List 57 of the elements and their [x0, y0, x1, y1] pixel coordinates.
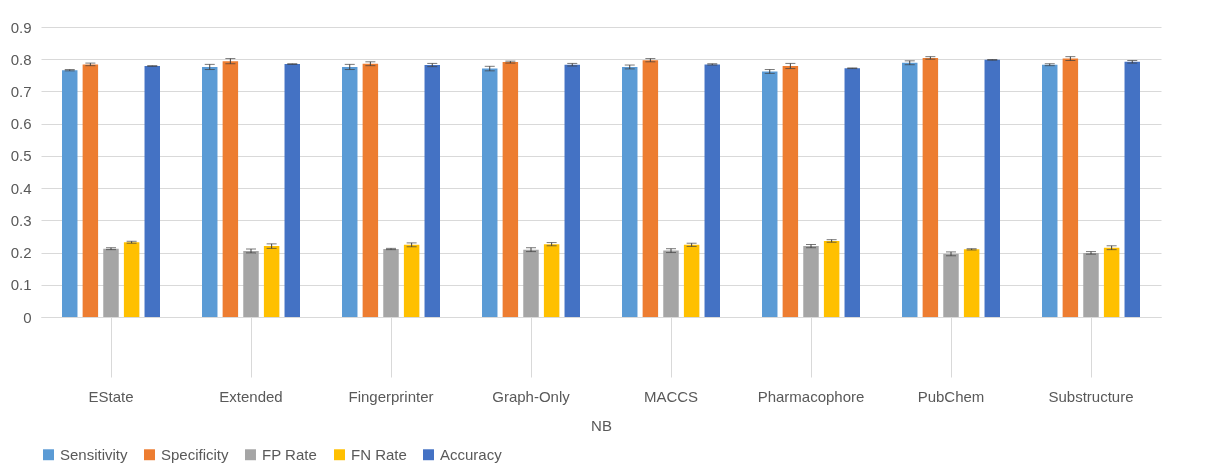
x-tick-label: PubChem: [917, 387, 985, 405]
bar: [922, 57, 939, 317]
y-tick-label: 0.3: [10, 211, 32, 229]
bar: [1124, 61, 1140, 317]
bar: [144, 65, 160, 317]
x-tick-label: Substructure: [1048, 387, 1134, 405]
bar: [642, 60, 659, 317]
bar: [984, 59, 1000, 317]
y-tick-label: 0.7: [10, 82, 32, 100]
bar: [1103, 247, 1120, 317]
y-tick-label: 0.2: [10, 244, 32, 262]
bar: [123, 242, 140, 317]
bar: [82, 64, 99, 317]
bar: [103, 248, 119, 317]
bar: [943, 253, 959, 317]
legend-label: Accuracy: [440, 445, 503, 463]
bar: [1042, 64, 1058, 317]
bar: [1083, 252, 1099, 317]
bar: [383, 249, 399, 317]
bar: [622, 66, 638, 317]
x-axis-title: NB: [591, 416, 612, 434]
x-tick-label: Pharmacophore: [757, 387, 865, 405]
y-tick-label: 0.4: [10, 179, 32, 197]
legend-label: FN Rate: [351, 445, 407, 463]
bar: [243, 250, 259, 317]
bar: [823, 240, 840, 317]
bar: [543, 244, 560, 317]
bar: [284, 64, 300, 317]
bar: [403, 244, 420, 317]
y-tick-label: 0.1: [10, 276, 32, 294]
y-tick-label: 0.5: [10, 147, 32, 165]
y-tick-label: 0.8: [10, 50, 32, 68]
bar: [844, 68, 860, 317]
bar: [564, 64, 580, 317]
bar: [1062, 58, 1079, 317]
bar: [704, 64, 720, 317]
bar: [362, 63, 379, 317]
x-tick-label: MACCS: [643, 387, 699, 405]
bar: [62, 70, 78, 317]
bar: [963, 249, 980, 317]
x-tick-label: Extended: [219, 387, 283, 405]
bar: [663, 250, 679, 317]
bar: [502, 62, 519, 317]
bar: [803, 246, 819, 317]
bar: [523, 249, 539, 317]
x-tick-label: Fingerprinter: [348, 387, 434, 405]
legend-label: Sensitivity: [60, 445, 129, 463]
y-tick-label: 0: [23, 308, 32, 326]
x-tick-label: EState: [88, 387, 134, 405]
y-tick-label: 0.9: [10, 18, 32, 36]
legend-label: Specificity: [161, 445, 230, 463]
legend-label: FP Rate: [262, 445, 317, 463]
bar: [683, 244, 700, 317]
y-tick-label: 0.6: [10, 115, 32, 133]
bar: [762, 71, 778, 317]
x-tick-label: Graph-Only: [492, 387, 571, 405]
bar: [902, 62, 918, 317]
